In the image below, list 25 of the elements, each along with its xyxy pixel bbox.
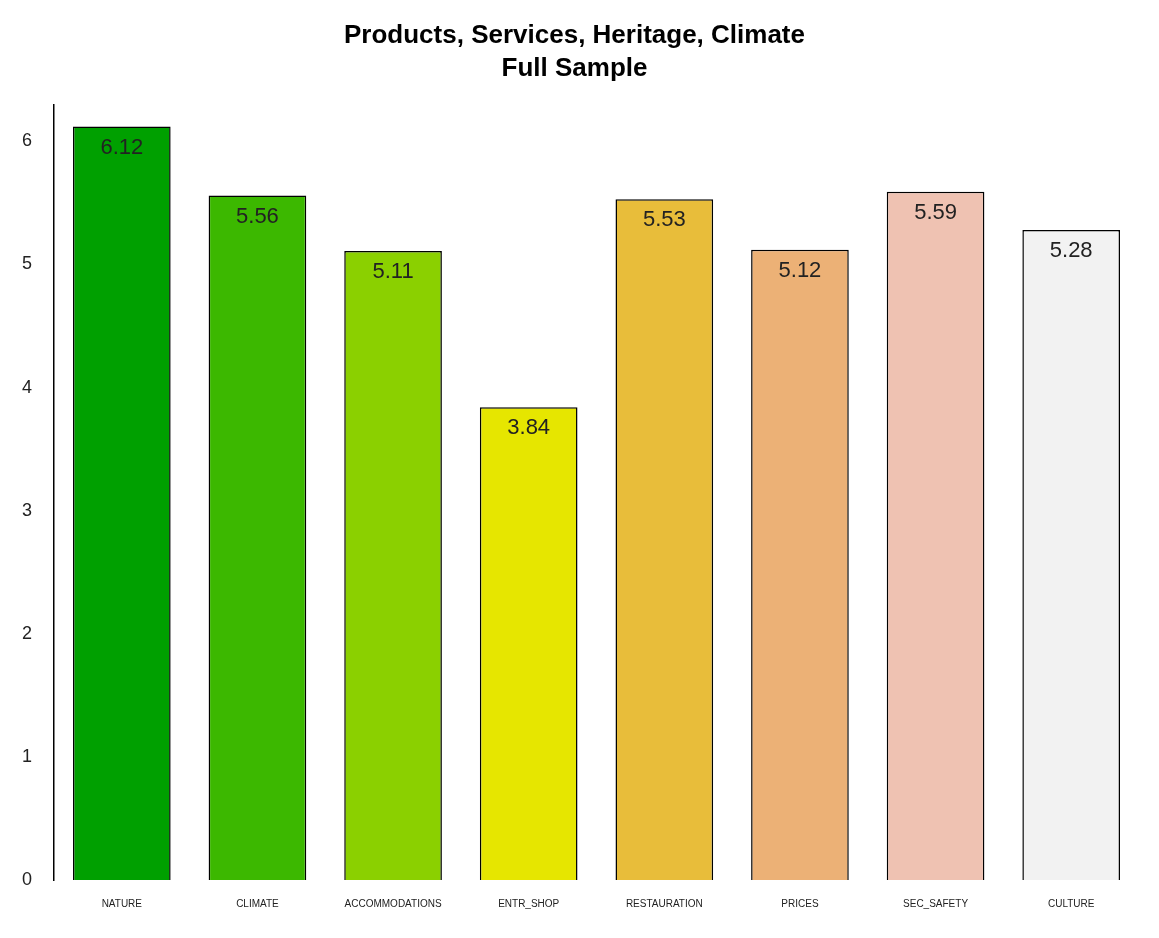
y-tick-label: 4	[22, 376, 33, 397]
y-tick-label: 5	[22, 253, 33, 274]
data-label: 5.53	[642, 206, 686, 232]
y-tick-label: 3	[22, 499, 33, 520]
data-label: 5.11	[372, 257, 414, 283]
x-tick-label: ACCOMMODATIONS	[344, 897, 442, 909]
x-tick-label: CLIMATE	[236, 897, 280, 909]
x-tick-label: ENTR_SHOP	[498, 897, 560, 909]
data-label: 5.28	[1049, 237, 1093, 263]
data-label: 5.59	[914, 198, 957, 224]
chart-title: Products, Services, Heritage, Climate	[344, 18, 805, 49]
x-tick-label: CULTURE	[1047, 897, 1095, 909]
x-tick-label: NATURE	[101, 897, 143, 909]
data-label: 5.12	[778, 256, 822, 282]
y-tick-label: 1	[22, 745, 33, 766]
y-tick-label: 0	[22, 868, 33, 889]
x-tick-label: PRICES	[781, 897, 819, 909]
y-tick-label: 2	[22, 622, 33, 643]
x-tick-label: RESTAURATION	[625, 897, 703, 909]
y-tick-label: 6	[22, 130, 33, 151]
data-label: 6.12	[100, 133, 144, 159]
data-label: 3.84	[507, 414, 551, 440]
data-label: 5.56	[236, 202, 279, 228]
x-tick-label: SEC_SAFETY	[903, 897, 969, 909]
chart-subtitle: Full Sample	[501, 51, 648, 82]
